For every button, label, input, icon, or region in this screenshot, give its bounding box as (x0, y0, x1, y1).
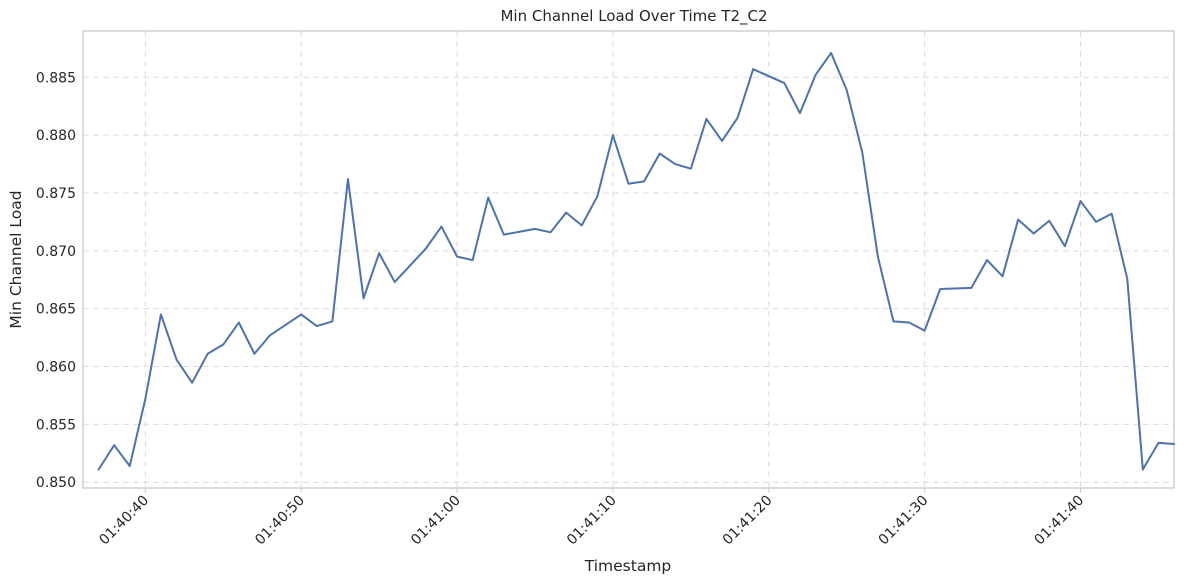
data-point (892, 320, 895, 323)
y-tick-label: 0.860 (36, 360, 76, 376)
data-point (1173, 443, 1175, 445)
data-point (1142, 468, 1144, 471)
data-point (1032, 232, 1035, 235)
data-point (440, 225, 443, 228)
data-point (908, 321, 910, 324)
data-point (1126, 277, 1129, 280)
data-point (534, 228, 536, 230)
y-axis: 0.850 0.855 0.860 0.865 0.870 0.875 0.880 0.885 (36, 70, 76, 491)
data-point (814, 74, 817, 76)
data-point (580, 224, 583, 227)
data-point (315, 325, 318, 327)
data-point (487, 196, 490, 199)
data-point (861, 151, 864, 154)
data-point (113, 444, 115, 446)
series-line (97, 51, 1175, 471)
x-tick-label: 01:41:40 (1032, 493, 1088, 549)
data-point (238, 321, 240, 324)
x-tick-label: 01:40:50 (252, 493, 308, 549)
data-point (705, 118, 708, 120)
data-point (721, 140, 723, 142)
data-point (877, 255, 879, 258)
x-tick-label: 01:41:20 (720, 493, 776, 549)
data-point (393, 281, 396, 283)
data-point (674, 163, 677, 165)
data-point (456, 255, 458, 258)
data-point (923, 329, 926, 332)
data-point (627, 182, 630, 185)
data-point (471, 259, 474, 261)
y-tick-label: 0.865 (36, 302, 76, 318)
y-tick-label: 0.850 (36, 475, 76, 491)
x-tick-label: 01:41:10 (564, 493, 620, 549)
x-tick-label: 01:41:00 (408, 493, 464, 549)
data-point (565, 211, 567, 214)
data-point (1017, 218, 1019, 221)
data-point (752, 68, 754, 70)
data-point (1079, 200, 1082, 202)
plot-frame (82, 30, 1175, 489)
data-point (331, 320, 334, 323)
data-point (736, 116, 739, 119)
data-point (643, 180, 645, 183)
data-point (206, 352, 209, 355)
data-point (269, 334, 271, 337)
data-point (986, 259, 988, 261)
data-point (253, 352, 256, 355)
data-point (300, 313, 303, 316)
data-point (425, 247, 427, 250)
y-tick-label: 0.880 (36, 128, 76, 144)
y-tick-label: 0.855 (36, 417, 76, 433)
data-point (1064, 245, 1066, 247)
data-point (175, 358, 178, 361)
data-point (612, 134, 614, 136)
data-point (362, 297, 365, 300)
y-axis-label: Min Channel Load (7, 190, 25, 328)
x-axis-label: Timestamp (584, 557, 672, 575)
data-point (799, 112, 801, 114)
data-point (845, 89, 848, 91)
chart-title: Min Channel Load Over Time T2_C2 (500, 7, 767, 26)
data-point (1001, 275, 1004, 278)
data-point (128, 465, 131, 467)
x-tick-label: 01:41:30 (876, 493, 932, 549)
data-point (1095, 221, 1097, 223)
data-point (222, 343, 225, 346)
data-point (1048, 219, 1051, 222)
data-point (658, 152, 661, 155)
data-point (160, 313, 162, 316)
data-point (97, 468, 100, 471)
data-point (378, 252, 380, 254)
data-point (596, 195, 599, 198)
data-point (830, 52, 832, 54)
grid-lines (83, 31, 1174, 488)
data-point (347, 178, 349, 180)
data-point (144, 398, 147, 400)
x-axis: 01:40:40 01:40:50 01:41:00 01:41:10 01:41:20… (96, 488, 1087, 548)
data-point (690, 167, 692, 170)
y-tick-label: 0.870 (36, 244, 76, 260)
data-point (191, 381, 193, 384)
series-group (97, 51, 1175, 471)
data-point (783, 82, 786, 84)
y-tick-label: 0.885 (36, 70, 76, 86)
data-point (503, 233, 505, 236)
x-tick-label: 01:40:40 (96, 493, 152, 549)
data-point (549, 231, 552, 234)
data-point (1157, 442, 1160, 444)
y-tick-label: 0.875 (36, 186, 76, 202)
data-point (1110, 213, 1113, 215)
data-point (939, 288, 942, 290)
data-point (970, 287, 973, 289)
